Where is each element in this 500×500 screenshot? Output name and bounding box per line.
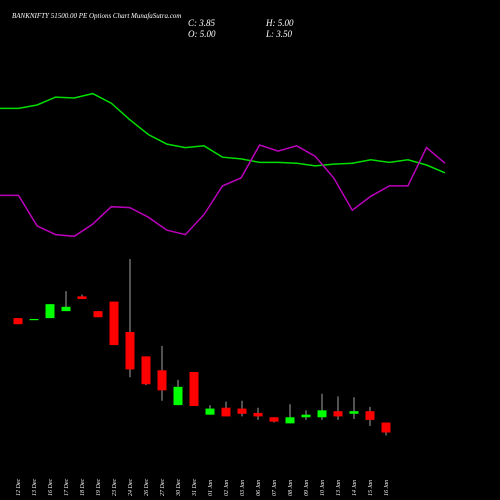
candle-body [77, 296, 87, 299]
candle-body [317, 410, 327, 418]
stat: C: 3.85 [188, 18, 216, 28]
indicator-line [0, 92, 446, 174]
candle-body [365, 411, 375, 420]
x-tick-label: 07 Jan [272, 480, 278, 496]
candle-body [349, 411, 359, 414]
candle-body [205, 408, 215, 415]
candle-body [93, 311, 103, 318]
stat: O: 5.00 [188, 29, 216, 39]
candle-body [125, 332, 135, 370]
x-tick-label: 16 Jan [384, 480, 390, 496]
x-tick-label: 31 Dec [192, 479, 198, 497]
x-tick-label: 01 Jan [208, 480, 214, 496]
x-tick-label: 27 Dec [160, 479, 166, 496]
candle-body [301, 414, 311, 418]
x-tick-label: 03 Jan [240, 480, 246, 496]
candle-body [333, 411, 343, 417]
x-tick-label: 08 Jan [288, 480, 294, 496]
x-tick-label: 15 Jan [368, 480, 374, 496]
candle-body [237, 408, 247, 414]
indicator-line [0, 144, 446, 238]
candle-body [189, 372, 199, 406]
candle-body [173, 386, 183, 406]
candle-body [61, 306, 71, 312]
candle-body [13, 318, 23, 325]
chart-title: BANKNIFTY 51500.00 PE Options Chart Muna… [12, 12, 181, 20]
x-tick-label: 02 Jan [224, 480, 230, 496]
x-tick-label: 09 Jan [304, 480, 310, 496]
candle-body [285, 417, 295, 424]
candle-body [269, 417, 279, 422]
candle-body [109, 301, 119, 346]
x-tick-label: 10 Jan [320, 480, 326, 496]
x-tick-label: 06 Jan [256, 480, 262, 496]
x-tick-label: 19 Dec [96, 479, 102, 496]
x-tick-label: 26 Dec [144, 479, 150, 496]
candle-body [157, 370, 167, 391]
candle-body [45, 304, 55, 319]
candle-body [381, 422, 391, 433]
candle-body [141, 356, 151, 385]
x-tick-label: 14 Jan [351, 480, 358, 496]
candle-body [253, 412, 263, 417]
candle-body [29, 318, 39, 321]
stat: H: 5.00 [265, 18, 294, 28]
x-tick-label: 13 Jan [336, 480, 342, 496]
candle-body [221, 407, 231, 417]
x-tick-label: 24 Dec [127, 479, 134, 496]
x-tick-label: 16 Dec [48, 479, 54, 496]
x-tick-label: 18 Dec [80, 479, 86, 496]
x-tick-label: 17 Dec [64, 479, 70, 496]
stat: L: 3.50 [265, 29, 293, 39]
x-tick-label: 23 Dec [112, 479, 118, 496]
x-tick-label: 12 Dec [16, 479, 22, 496]
x-tick-label: 13 Dec [32, 479, 38, 496]
x-tick-label: 30 Dec [176, 479, 182, 497]
